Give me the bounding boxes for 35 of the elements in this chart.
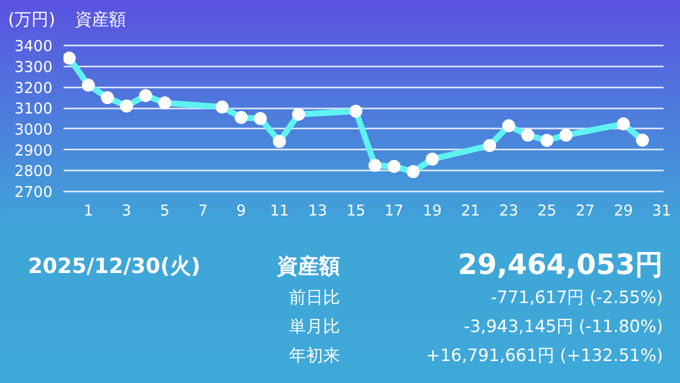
text: -771,617円 (-2.55%)	[490, 287, 663, 310]
text: -3,943,145円 (-11.80%)	[464, 316, 663, 339]
x-tick-label: 1	[84, 202, 94, 220]
y-axis-title: (万円)	[8, 9, 56, 32]
x-tick-label: 9	[236, 202, 246, 220]
y-tick-label: 3100	[14, 100, 53, 118]
y-tick-label: 2900	[14, 141, 53, 160]
text: 2025/12/30(火)	[28, 253, 200, 280]
x-tick-label: 21	[460, 202, 480, 220]
x-tick-label: 17	[384, 202, 404, 220]
x-tick-label: 3	[122, 202, 132, 220]
text: 29,464,053円	[458, 247, 663, 283]
y-tick-label: 3300	[14, 58, 53, 76]
x-tick-label: 19	[422, 202, 442, 220]
y-tick-label: 3400	[14, 37, 53, 56]
x-tick-label: 11	[270, 202, 289, 220]
x-tick-label: 25	[537, 202, 556, 220]
x-tick-label: 29	[614, 202, 633, 220]
y-tick-label: 3000	[14, 120, 53, 138]
x-tick-label: 15	[346, 202, 366, 220]
x-tick-label: 31	[652, 202, 672, 220]
text: 資産額	[277, 253, 340, 280]
chart-title: 資産額	[75, 9, 126, 32]
text: +16,791,661円 (+132.51%)	[426, 345, 663, 368]
x-tick-label: 27	[576, 202, 595, 220]
x-tick-label: 23	[499, 202, 518, 220]
text: 前日比	[289, 287, 340, 310]
x-tick-label: 7	[198, 202, 208, 220]
y-tick-label: 2800	[14, 162, 53, 180]
x-tick-label: 13	[308, 202, 328, 220]
y-tick-label: 3200	[14, 78, 53, 97]
text: 単月比	[289, 316, 340, 339]
x-tick-label: 5	[160, 202, 170, 220]
y-tick-label: 2700	[14, 182, 53, 201]
text: 年初来	[289, 345, 340, 368]
